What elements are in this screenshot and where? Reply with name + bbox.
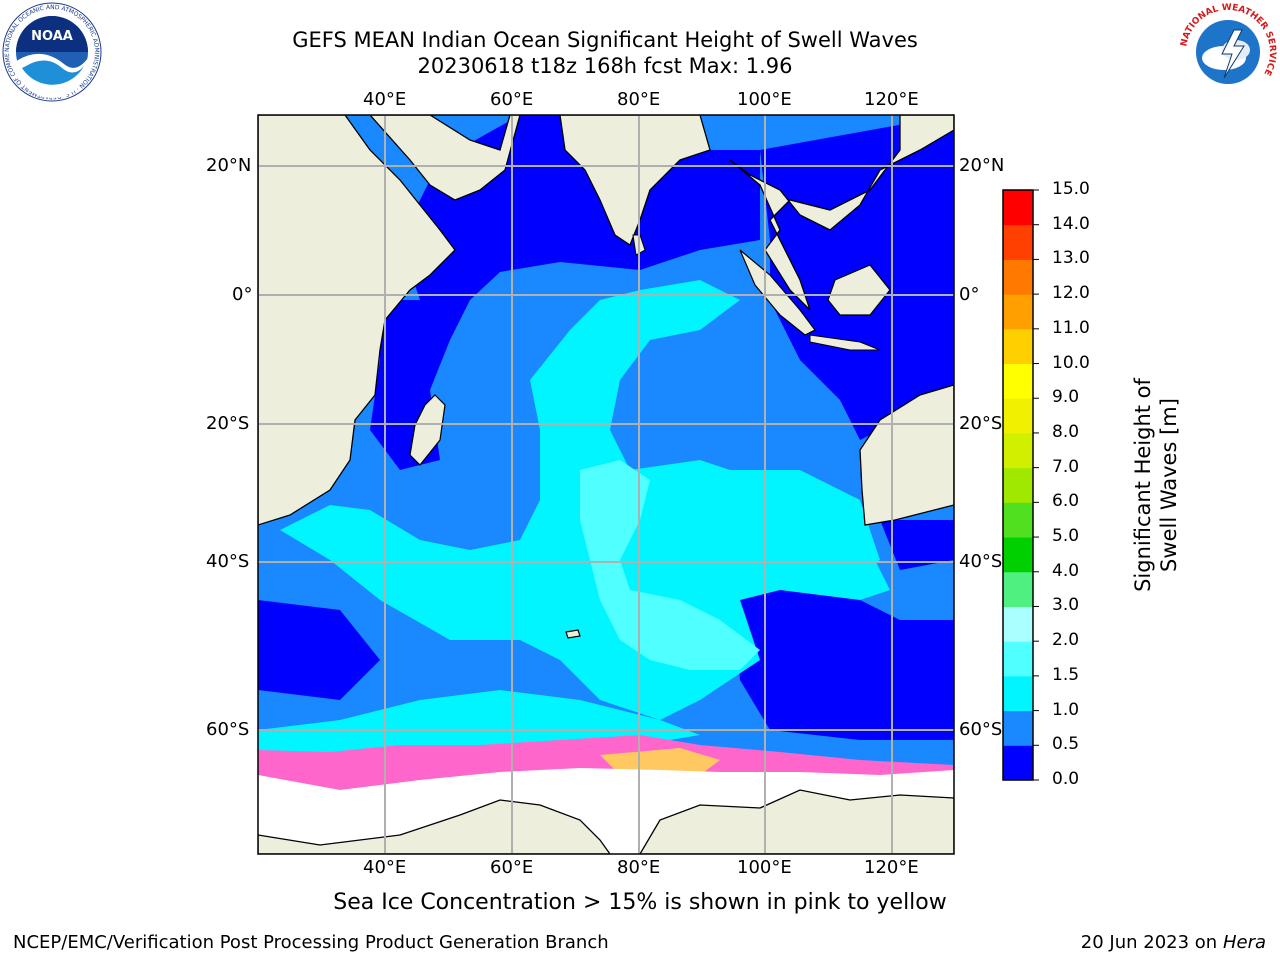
chart-subtitle-forecast: 20230618 t18z 168h fcst Max: 1.96 xyxy=(417,54,793,78)
map-gridlines xyxy=(258,115,954,854)
land-borneo xyxy=(827,264,891,316)
lat-tick-right: 20°N xyxy=(959,155,1005,176)
colorbar-segment xyxy=(1003,745,1033,781)
colorbar-tick-label: 9.0 xyxy=(1052,387,1080,408)
colorbar-tick-label: 6.0 xyxy=(1052,491,1080,512)
colorbar-segment xyxy=(1003,467,1033,503)
lon-tick-bottom: 60°E xyxy=(490,857,534,878)
colorbar-tick-label: 2.0 xyxy=(1052,630,1080,651)
lon-tick-top: 60°E xyxy=(490,89,534,110)
colorbar-segment xyxy=(1003,259,1033,295)
colorbar xyxy=(1002,189,1039,781)
swell-band-australia-coast xyxy=(880,520,954,570)
lat-tick-right: 20°S xyxy=(959,413,1003,434)
lat-tick-left: 60°S xyxy=(206,719,250,740)
lat-tick-left: 20°N xyxy=(206,155,252,176)
swell-band-peak xyxy=(580,460,760,670)
lon-tick-top: 100°E xyxy=(737,89,792,110)
lat-tick-left: 40°S xyxy=(206,551,250,572)
swell-band-southeast xyxy=(730,580,954,740)
colorbar-segment xyxy=(1003,502,1033,538)
lat-tick-left: 0° xyxy=(232,284,253,305)
chart-title: GEFS MEAN Indian Ocean Significant Heigh… xyxy=(292,28,918,52)
colorbar-tick-label: 7.0 xyxy=(1052,456,1080,477)
lat-tick-right: 0° xyxy=(959,284,980,305)
lon-tick-top: 120°E xyxy=(864,89,919,110)
colorbar-tick-label: 0.0 xyxy=(1052,769,1080,789)
nws-logo: NATIONAL WEATHER SERVICE xyxy=(1179,3,1277,101)
lon-tick-bottom: 40°E xyxy=(363,857,407,878)
land-australia xyxy=(859,384,954,526)
land-antarctica xyxy=(258,789,954,854)
colorbar-tick-label: 10.0 xyxy=(1052,352,1090,373)
lat-tick-left: 20°S xyxy=(206,413,250,434)
colorbar-tick-label: 8.0 xyxy=(1052,421,1080,442)
swell-band-east-cyan xyxy=(720,470,880,580)
colorbar-tick-label: 14.0 xyxy=(1052,213,1090,234)
colorbar-segment xyxy=(1003,363,1033,399)
colorbar-segment xyxy=(1003,224,1033,260)
lon-tick-top: 40°E xyxy=(363,89,407,110)
footer-date-text: 20 Jun 2023 on xyxy=(1080,932,1218,953)
lon-tick-top: 80°E xyxy=(617,89,661,110)
lat-tick-right: 60°S xyxy=(959,719,1003,740)
colorbar-label: Significant Height of Swell Waves [m] xyxy=(1131,378,1181,592)
colorbar-tick-label: 5.0 xyxy=(1052,526,1080,547)
colorbar-segment xyxy=(1003,190,1033,226)
colorbar-frame xyxy=(1002,189,1034,781)
colorbar-segment xyxy=(1003,432,1033,469)
colorbar-segment xyxy=(1003,606,1033,642)
lon-tick-bottom: 100°E xyxy=(737,857,792,878)
land-java xyxy=(809,334,881,351)
colorbar-segment xyxy=(1003,537,1033,573)
colorbar-tick-label: 3.0 xyxy=(1052,595,1080,616)
sea-ice-yellow xyxy=(600,748,720,775)
colorbar-tick-label: 0.5 xyxy=(1052,734,1080,755)
colorbar-tick-label: 4.0 xyxy=(1052,560,1080,581)
colorbar-segment xyxy=(1003,294,1033,330)
lon-tick-bottom: 120°E xyxy=(864,857,919,878)
noaa-logo: NATIONAL OCEANIC AND ATMOSPHERIC ADMINIS… xyxy=(2,2,102,102)
colorbar-tick-label: 12.0 xyxy=(1052,283,1090,304)
footer-host: Hera xyxy=(1222,932,1266,953)
colorbar-segment xyxy=(1003,398,1033,434)
land-kerguelen xyxy=(565,629,581,639)
footer-date: 20 Jun 2023 on Hera xyxy=(1081,932,1266,953)
lat-tick-right: 40°S xyxy=(959,551,1003,572)
swell-band-mozambique xyxy=(370,300,470,470)
colorbar-segment xyxy=(1003,571,1033,607)
colorbar-tick-label: 13.0 xyxy=(1052,248,1090,269)
colorbar-segment xyxy=(1003,328,1033,365)
colorbar-tick-label: 11.0 xyxy=(1052,317,1090,338)
land-madagascar xyxy=(409,394,446,466)
map-frame xyxy=(257,114,955,855)
colorbar-tick-label: 1.5 xyxy=(1052,664,1080,685)
footer-credit: NCEP/EMC/Verification Post Processing Pr… xyxy=(13,932,609,953)
colorbar-segment xyxy=(1003,675,1033,712)
land-sumatra xyxy=(739,249,816,336)
swell-band-southwest xyxy=(258,600,380,700)
land-se-asia xyxy=(729,115,954,311)
lon-tick-bottom: 80°E xyxy=(617,857,661,878)
sea-ice-note: Sea Ice Concentration > 15% is shown in … xyxy=(333,890,947,915)
colorbar-tick-label: 1.0 xyxy=(1052,699,1080,720)
colorbar-segment xyxy=(1003,641,1033,677)
noaa-logo-text: NOAA xyxy=(31,29,73,44)
colorbar-segment xyxy=(1003,710,1033,746)
colorbar-tick-label: 15.0 xyxy=(1052,179,1090,199)
